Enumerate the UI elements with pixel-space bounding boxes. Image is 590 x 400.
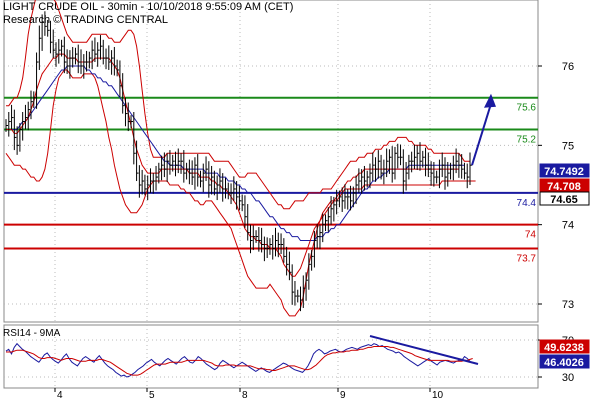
price-label-box	[539, 191, 590, 206]
x-tick-label: 8	[242, 390, 248, 400]
y-tick-label: 74	[562, 220, 574, 232]
chart-subtitle: Research © TRADING CENTRAL	[3, 14, 168, 26]
price-label-blue: 74.7492	[544, 166, 584, 178]
x-tick-label: 9	[340, 390, 346, 400]
rsi-trendline	[369, 335, 479, 365]
y-tick-label: 73	[562, 299, 574, 311]
x-tick-label: 10	[432, 390, 444, 400]
rsi-line	[5, 342, 471, 378]
rsi-label-red: 49.6238	[544, 342, 584, 354]
rsi-title: RSI14 - 9MA	[3, 328, 61, 339]
chart-title: LIGHT CRUDE OIL - 30min - 10/10/2018 9:5…	[3, 1, 294, 13]
bollinger-upper-line	[6, 0, 470, 210]
level-label-74: 74	[525, 230, 537, 241]
rsi-frame	[3, 324, 539, 389]
moving-average-red-line	[6, 53, 459, 277]
rsi-tick-label: 30	[562, 372, 574, 384]
price-frame	[3, 0, 539, 323]
x-tick-label: 4	[57, 390, 63, 400]
y-tick-label: 76	[562, 61, 574, 73]
price-label-white: 74.65	[550, 194, 578, 206]
rsi-label-blue: 46.4026	[544, 357, 584, 369]
forecast-arrow-head	[484, 93, 496, 108]
level-label-75.6: 75.6	[517, 103, 537, 114]
level-label-74.4: 74.4	[517, 198, 537, 209]
level-label-75.2: 75.2	[517, 134, 537, 145]
y-tick-label: 75	[562, 140, 574, 152]
price-panel: 73 74 75 76 75.6 75.2 74.4 74 73.7 74.7492 74.7087…	[3, 0, 590, 323]
price-label-red: 74.708	[547, 181, 581, 193]
level-label-73.7: 73.7	[517, 253, 537, 264]
rsi-label-box	[539, 354, 590, 369]
forecast-arrow-shaft	[471, 103, 492, 166]
rsi-label-box	[539, 339, 590, 354]
x-tick-label: 5	[149, 390, 155, 400]
price-label-box	[539, 163, 590, 178]
rsi-ma-line	[6, 346, 473, 376]
